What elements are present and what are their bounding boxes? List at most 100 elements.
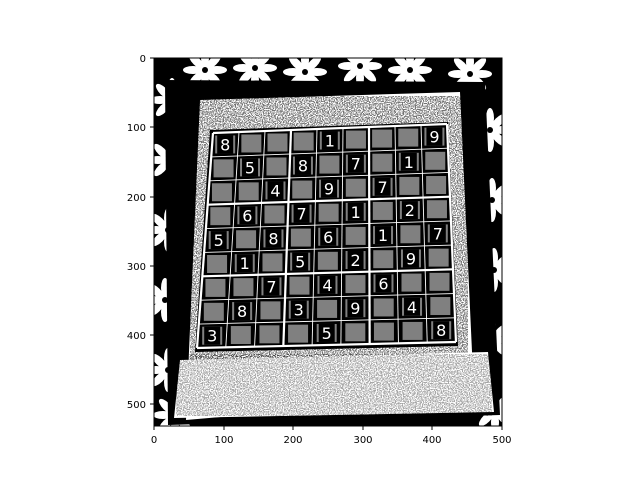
flower-petal — [255, 68, 272, 85]
grid-cell — [345, 323, 366, 342]
sudoku-digit: 8 — [436, 321, 446, 340]
digit-box — [402, 249, 419, 268]
grid-cell — [288, 324, 309, 343]
flower-petal — [154, 143, 170, 160]
sudoku-digit: 3 — [207, 327, 217, 346]
sudoku-digit: 5 — [214, 231, 224, 250]
sudoku-digit: 7 — [266, 277, 276, 296]
sudoku-digit: 1 — [325, 132, 335, 151]
digit-box — [294, 156, 311, 175]
flower-petal — [238, 68, 255, 85]
grid-cell — [372, 201, 393, 220]
flower-petal — [490, 113, 502, 130]
sudoku-digit: 9 — [324, 180, 334, 199]
x-tick-label: 500 — [492, 435, 511, 446]
flower-petal — [154, 366, 166, 374]
flower-petal — [492, 200, 502, 217]
grid-cell — [210, 207, 231, 226]
grid-line-vertical — [225, 131, 240, 348]
grid-cell — [293, 132, 314, 151]
flower-petal — [360, 66, 377, 83]
digit-box — [239, 206, 256, 225]
flower-petal — [492, 183, 502, 200]
grid-cell — [429, 272, 450, 291]
digit-box — [267, 181, 284, 200]
grid-cell — [233, 278, 254, 297]
sudoku-digit: 1 — [404, 153, 414, 172]
flower-petal — [188, 58, 205, 70]
grid-cell — [318, 203, 339, 222]
digit-box — [429, 224, 446, 243]
grid-line-horizontal — [196, 340, 457, 350]
flower-petal — [183, 66, 203, 74]
sudoku-digit: 6 — [242, 206, 252, 225]
grid-cell — [372, 153, 393, 172]
digit-box — [401, 201, 418, 220]
y-tick-label: 100 — [127, 123, 146, 134]
flower-petal — [154, 370, 168, 387]
grid-cell — [260, 301, 281, 320]
digit-box — [242, 158, 259, 177]
grid-cell — [372, 129, 393, 148]
flower-petal — [154, 230, 168, 247]
flower-center — [467, 71, 473, 77]
grid-line-vertical — [340, 127, 344, 345]
grid-cell — [241, 134, 262, 153]
flower-center — [407, 67, 413, 73]
flower-petal — [496, 266, 502, 274]
digit-box — [374, 177, 391, 196]
y-tick-label: 200 — [127, 193, 146, 204]
flower-petal — [490, 130, 502, 147]
flower-center — [302, 69, 308, 75]
sudoku-digit: 9 — [350, 299, 360, 318]
flower-petal — [255, 58, 272, 68]
y-tick-label: 300 — [127, 262, 146, 273]
flower-center — [357, 63, 363, 69]
y-tick-label: 0 — [140, 54, 146, 65]
sudoku-digit: 9 — [406, 249, 416, 268]
digit-box — [290, 300, 307, 319]
x-tick-label: 400 — [422, 435, 441, 446]
sudoku-digit: 9 — [429, 128, 439, 147]
sudoku-digit: 6 — [378, 274, 388, 293]
grid-cell — [292, 180, 313, 199]
grid-cell — [230, 326, 251, 345]
grid-line-horizontal — [207, 195, 451, 206]
grid-cell — [428, 248, 449, 267]
flower-petal — [305, 58, 322, 72]
digit-box — [400, 152, 417, 171]
sudoku-digit: 5 — [245, 158, 255, 177]
grid-cell — [345, 226, 366, 245]
sudoku-digit: 2 — [405, 201, 415, 220]
digit-box — [318, 323, 335, 342]
sudoku-digit: 8 — [268, 229, 278, 248]
flower-petal — [486, 108, 494, 128]
flower-petal — [343, 66, 360, 83]
flower-petal — [360, 58, 377, 66]
flower-petal — [154, 160, 170, 177]
flower-petal — [154, 226, 166, 234]
flower-petal — [448, 70, 468, 78]
sudoku-digit: 5 — [322, 324, 332, 343]
grid-line-horizontal — [205, 220, 452, 230]
grid-cell — [401, 273, 422, 292]
grid-line-horizontal — [211, 147, 449, 158]
flower-petal — [257, 64, 277, 72]
flower-petal — [288, 58, 305, 72]
flower-center — [202, 67, 208, 73]
flower-petal — [154, 213, 168, 230]
flower-center — [252, 65, 258, 71]
grid-cell — [345, 178, 366, 197]
grid-cell — [373, 250, 394, 269]
flower-petal — [154, 296, 163, 304]
grid-cell — [430, 297, 451, 316]
grid-line-vertical — [282, 129, 293, 347]
grid-cell — [402, 321, 423, 340]
sudoku-digit: 4 — [270, 181, 280, 200]
sudoku-digit: 6 — [323, 228, 333, 247]
grid-cell — [289, 276, 310, 295]
grid-cell — [426, 200, 447, 219]
x-axis: 0 100 200 300 400 500 — [151, 426, 512, 446]
flower-petal — [472, 70, 492, 78]
flower-petal — [338, 62, 358, 70]
